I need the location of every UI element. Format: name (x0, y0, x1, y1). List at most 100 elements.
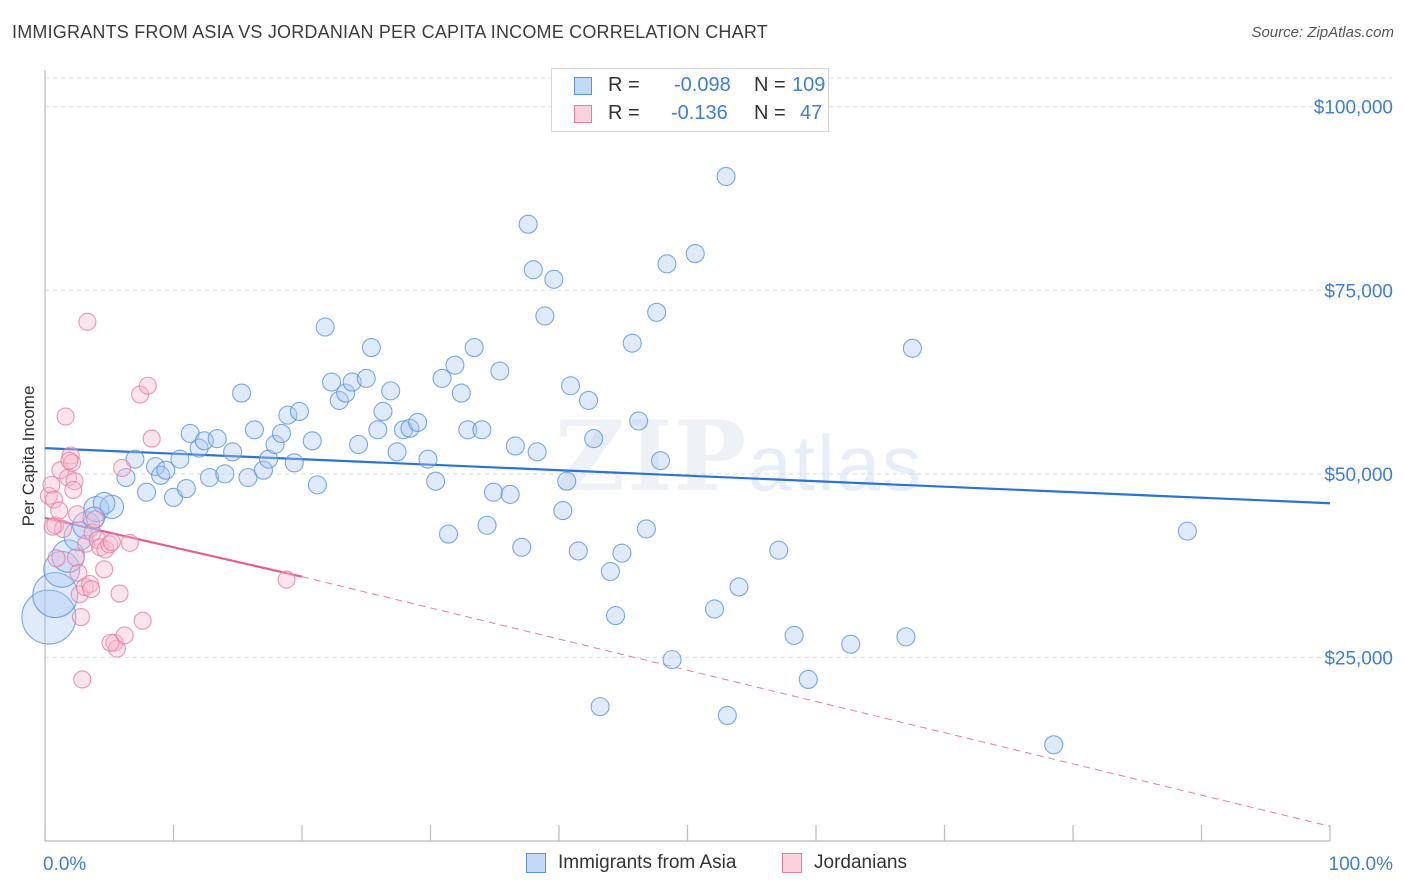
point-jordanians (68, 505, 87, 524)
point-immigrants-from-asia (278, 405, 298, 425)
point-immigrants-from-asia (342, 372, 362, 392)
point-immigrants-from-asia (199, 467, 220, 488)
point-immigrants-from-asia (561, 376, 581, 396)
point-jordanians (62, 453, 82, 472)
point-immigrants-from-asia (170, 449, 190, 469)
point-immigrants-from-asia (284, 453, 304, 473)
point-jordanians (110, 584, 129, 603)
x-tick-label-start: 0.0% (43, 854, 86, 875)
x-tick-labels: 0.0% 100.0% (43, 854, 1393, 875)
watermark-atlas: atlas (748, 419, 923, 507)
point-immigrants-from-asia (387, 442, 407, 462)
point-jordanians (50, 501, 69, 520)
legend-r-label: R = (608, 102, 640, 124)
y-axis-label: Per Capita Income (19, 386, 38, 527)
point-immigrants-from-asia (315, 317, 335, 337)
point-immigrants-from-asia (505, 436, 525, 456)
legend-n-label: N = (754, 74, 786, 96)
point-immigrants-from-asia (729, 577, 749, 597)
point-immigrants-from-asia (253, 460, 274, 480)
point-immigrants-from-asia (902, 338, 922, 358)
point-jordanians (133, 611, 152, 630)
point-immigrants-from-asia (336, 383, 356, 403)
legend-swatch-asia (574, 77, 592, 95)
point-immigrants-from-asia (32, 571, 79, 619)
point-immigrants-from-asia (584, 429, 604, 449)
point-immigrants-from-asia (716, 166, 736, 187)
point-immigrants-from-asia (426, 471, 446, 491)
legend-r-value-asia: -0.098 (674, 74, 731, 96)
trend-lines (44, 447, 1331, 827)
point-immigrants-from-asia (265, 434, 285, 455)
point-jordanians (138, 376, 157, 395)
point-immigrants-from-asia (472, 420, 492, 440)
point-jordanians (101, 633, 120, 652)
point-jordanians (71, 607, 91, 627)
point-immigrants-from-asia (289, 401, 309, 421)
point-jordanians (78, 312, 97, 331)
point-immigrants-from-asia (579, 390, 599, 410)
watermark: ZIPatlas (555, 400, 923, 513)
point-immigrants-from-asia (769, 540, 789, 560)
point-jordanians (88, 530, 107, 549)
point-jordanians (82, 580, 101, 599)
point-immigrants-from-asia (590, 697, 610, 717)
point-immigrants-from-asia (650, 451, 671, 471)
point-immigrants-from-asia (896, 627, 916, 647)
point-immigrants-from-asia (238, 467, 258, 488)
bottom-legend-label-jordanians: Jordanians (814, 852, 907, 873)
point-immigrants-from-asia (1177, 521, 1197, 541)
gridlines (45, 77, 1392, 658)
point-immigrants-from-asia (544, 269, 564, 289)
point-immigrants-from-asia (458, 420, 478, 440)
point-jordanians (115, 626, 134, 645)
point-immigrants-from-asia (622, 333, 642, 353)
point-jordanians (42, 475, 61, 494)
point-jordanians (102, 533, 121, 552)
source-credit: Source: ZipAtlas.com (1251, 24, 1394, 41)
point-immigrants-from-asia (215, 464, 235, 484)
point-jordanians (47, 549, 66, 568)
point-immigrants-from-asia (445, 355, 465, 375)
y-tick-label: $75,000 (1324, 281, 1393, 302)
legend-n-label: N = (754, 102, 786, 124)
point-immigrants-from-asia (356, 368, 376, 388)
point-immigrants-from-asia (151, 465, 171, 485)
point-jordanians (86, 510, 105, 529)
legend-n-value-asia: 109 (792, 74, 826, 96)
point-jordanians (113, 458, 132, 478)
y-tick-label: $50,000 (1324, 465, 1393, 486)
point-jordanians (100, 535, 119, 554)
point-immigrants-from-asia (408, 412, 428, 433)
bottom-legend-swatch-asia (526, 853, 546, 873)
point-immigrants-from-asia (451, 383, 471, 403)
x-tick-label-end: 100.0% (1329, 854, 1394, 875)
point-immigrants-from-asia (145, 456, 166, 477)
watermark-zip: ZIP (555, 400, 749, 513)
legend-swatch-jordanians (574, 105, 592, 123)
point-immigrants-from-asia (784, 625, 804, 645)
point-immigrants-from-asia (176, 478, 196, 499)
point-immigrants-from-asia (1044, 735, 1064, 755)
point-immigrants-from-asia (636, 519, 656, 539)
chart-title: IMMIGRANTS FROM ASIA VS JORDANIAN PER CA… (12, 22, 768, 42)
point-immigrants-from-asia (685, 244, 705, 264)
point-immigrants-from-asia (244, 420, 265, 440)
point-immigrants-from-asia (535, 306, 555, 326)
point-immigrants-from-asia (600, 561, 620, 582)
point-immigrants-from-asia (512, 537, 532, 557)
point-immigrants-from-asia (418, 449, 438, 469)
point-immigrants-from-asia (438, 524, 459, 544)
bottom-legend-label-asia: Immigrants from Asia (558, 852, 737, 873)
trend-line-jordanians (44, 516, 303, 578)
point-immigrants-from-asia (116, 467, 136, 488)
point-immigrants-from-asia (483, 482, 504, 502)
point-immigrants-from-asia (568, 541, 588, 561)
point-immigrants-from-asia (557, 471, 577, 491)
point-immigrants-from-asia (432, 368, 452, 388)
point-immigrants-from-asia (307, 475, 327, 495)
legend-r-value-jordanians: -0.136 (671, 102, 728, 124)
point-jordanians (66, 548, 85, 567)
point-jordanians (142, 429, 161, 448)
